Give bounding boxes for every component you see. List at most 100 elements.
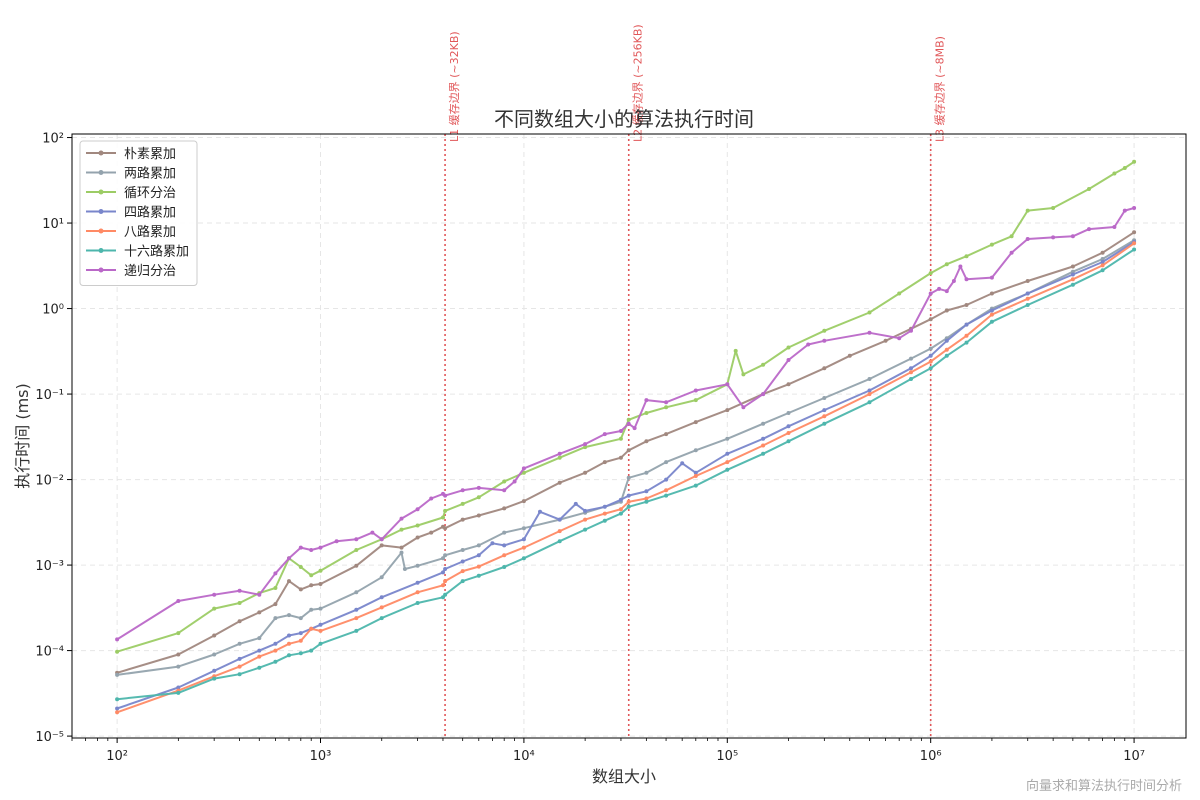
data-point: [415, 563, 420, 568]
data-point: [944, 262, 949, 267]
data-point: [1122, 166, 1127, 170]
data-point: [443, 553, 448, 558]
data-point: [602, 511, 607, 516]
data-point: [1025, 296, 1030, 301]
data-point: [822, 408, 827, 413]
data-point: [909, 366, 913, 371]
data-point: [786, 358, 791, 362]
data-point: [318, 606, 323, 611]
y-tick-label: 10⁰: [42, 303, 64, 318]
data-point: [664, 460, 669, 465]
data-point: [115, 710, 120, 715]
data-point: [618, 436, 623, 441]
data-point: [741, 405, 746, 410]
data-point: [309, 573, 314, 578]
data-point: [557, 539, 562, 544]
data-point: [883, 338, 888, 343]
data-point: [212, 668, 217, 673]
data-point: [1070, 272, 1075, 277]
data-point: [557, 480, 562, 485]
data-point: [538, 509, 542, 514]
data-point: [257, 592, 262, 597]
data-point: [964, 340, 969, 345]
legend-box: [79, 140, 198, 286]
series-line: [116, 160, 1135, 653]
data-point: [583, 517, 588, 522]
data-point: [693, 398, 698, 403]
data-point: [626, 417, 631, 422]
data-point: [786, 345, 791, 350]
data-point: [273, 586, 278, 590]
series-group: [115, 206, 1137, 642]
data-point: [1132, 206, 1137, 210]
data-point: [115, 672, 120, 677]
legend-swatch-marker: [98, 170, 104, 175]
data-point: [626, 448, 631, 453]
data-point: [1132, 230, 1137, 235]
data-point: [928, 317, 933, 322]
data-point: [476, 513, 481, 518]
data-point: [273, 616, 278, 621]
data-point: [399, 545, 404, 550]
data-point: [761, 436, 766, 441]
data-point: [618, 511, 623, 516]
data-point: [557, 455, 562, 460]
data-point: [443, 526, 448, 531]
data-point: [989, 312, 994, 317]
data-point: [557, 517, 562, 522]
data-point: [602, 518, 607, 523]
data-point: [1070, 264, 1075, 269]
data-point: [212, 652, 217, 657]
data-point: [693, 420, 698, 425]
data-point: [786, 382, 791, 387]
data-point: [354, 537, 359, 542]
y-tick-label: 10⁻¹: [35, 388, 64, 403]
legend-swatch-marker: [98, 189, 104, 195]
data-point: [212, 676, 217, 681]
data-point: [354, 590, 359, 595]
series-line: [116, 231, 1135, 674]
data-point: [1025, 208, 1030, 213]
data-point: [460, 548, 465, 552]
data-point: [476, 495, 481, 500]
x-tick-label: 10²: [106, 749, 128, 764]
legend-swatch-marker: [98, 267, 104, 273]
data-point: [1009, 234, 1014, 239]
data-point: [664, 488, 669, 493]
cache-boundary-label: L2 缓存边界 (~256KB): [631, 24, 645, 142]
data-point: [786, 431, 791, 435]
data-point: [429, 530, 434, 535]
data-point: [822, 366, 827, 371]
data-point: [928, 271, 933, 276]
series-group: [115, 241, 1137, 715]
data-point: [741, 372, 746, 377]
data-point: [354, 607, 359, 612]
data-point: [944, 338, 949, 343]
series-line: [116, 242, 1135, 714]
x-tick-label: 10³: [310, 749, 332, 764]
data-point: [521, 470, 526, 475]
legend-label: 两路累加: [124, 166, 176, 182]
data-point: [415, 535, 420, 540]
y-tick-label: 10¹: [42, 217, 64, 232]
data-point: [1070, 269, 1075, 274]
x-tick-label: 10⁴: [513, 749, 535, 764]
data-point: [257, 636, 262, 641]
data-point: [626, 499, 631, 504]
data-point: [502, 565, 507, 569]
data-point: [1025, 237, 1030, 241]
data-point: [557, 451, 562, 456]
data-point: [909, 370, 913, 375]
data-point: [989, 319, 994, 324]
data-point: [1009, 250, 1014, 255]
data-point: [664, 477, 669, 482]
data-point: [1132, 159, 1137, 164]
data-point: [583, 442, 588, 447]
data-point: [644, 496, 649, 501]
data-point: [1051, 206, 1056, 210]
data-point: [989, 308, 994, 313]
data-point: [415, 523, 420, 528]
data-point: [441, 570, 445, 575]
data-point: [944, 308, 949, 313]
data-point: [379, 605, 384, 610]
